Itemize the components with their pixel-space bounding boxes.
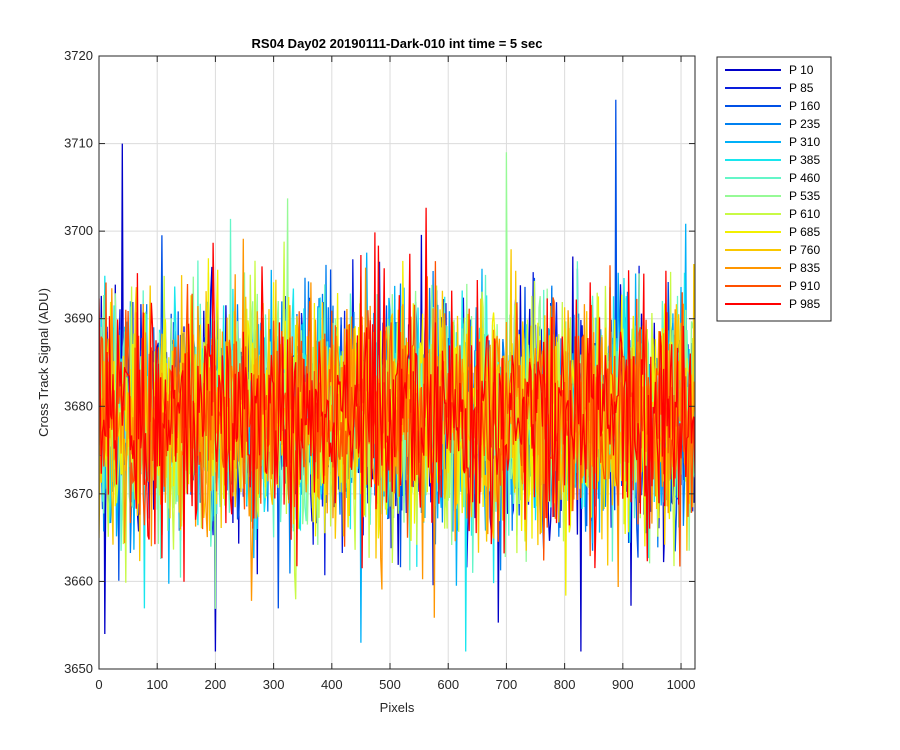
x-tick-label: 600: [437, 677, 459, 692]
y-tick-label: 3690: [64, 311, 93, 326]
y-axis: 3650 3660 3670 3680 3690 3700 3710 3720: [64, 48, 695, 676]
x-tick-label: 500: [379, 677, 401, 692]
legend-label: P 85: [789, 81, 814, 95]
x-tick-label: 700: [496, 677, 518, 692]
legend-label: P 685: [789, 225, 820, 239]
y-tick-label: 3650: [64, 661, 93, 676]
legend-label: P 985: [789, 297, 820, 311]
x-tick-label: 900: [612, 677, 634, 692]
legend-label: P 910: [789, 279, 820, 293]
series-line-p910: [99, 261, 695, 567]
legend-label: P 235: [789, 117, 820, 131]
y-axis-label: Cross Track Signal (ADU): [36, 288, 51, 437]
x-axis: 0 100 200 300 400 500 600 700 800 900 1000: [95, 56, 695, 692]
legend-box: [716, 56, 832, 322]
legend-label: P 535: [789, 189, 820, 203]
plot-frame: [98, 55, 696, 670]
x-tick-label: 200: [205, 677, 227, 692]
x-axis-label: Pixels: [380, 700, 415, 715]
legend-label: P 760: [789, 243, 820, 257]
legend-label: P 310: [789, 135, 820, 149]
y-tick-label: 3710: [64, 136, 93, 151]
legend-label: P 160: [789, 99, 820, 113]
y-tick-label: 3670: [64, 486, 93, 501]
legend-label: P 460: [789, 171, 820, 185]
y-tick-label: 3680: [64, 398, 93, 413]
legend: P 10 P 85 P 160 P 235 P 310 P 385 P 460 P 535 P …: [716, 56, 832, 322]
series-lines: [99, 99, 695, 652]
y-tick-label: 3660: [64, 573, 93, 588]
legend-label: P 610: [789, 207, 820, 221]
x-tick-label: 800: [554, 677, 576, 692]
legend-label: P 10: [789, 63, 814, 77]
legend-label: P 835: [789, 261, 820, 275]
legend-label: P 385: [789, 153, 820, 167]
y-tick-label: 3700: [64, 223, 93, 238]
x-tick-label: 1000: [667, 677, 696, 692]
y-tick-label: 3720: [64, 48, 93, 63]
x-tick-label: 0: [95, 677, 102, 692]
chart-title: RS04 Day02 20190111-Dark-010 int time = …: [252, 36, 543, 51]
x-tick-label: 100: [146, 677, 168, 692]
x-tick-label: 300: [263, 677, 285, 692]
series-line-p985: [99, 207, 695, 582]
x-tick-label: 400: [321, 677, 343, 692]
